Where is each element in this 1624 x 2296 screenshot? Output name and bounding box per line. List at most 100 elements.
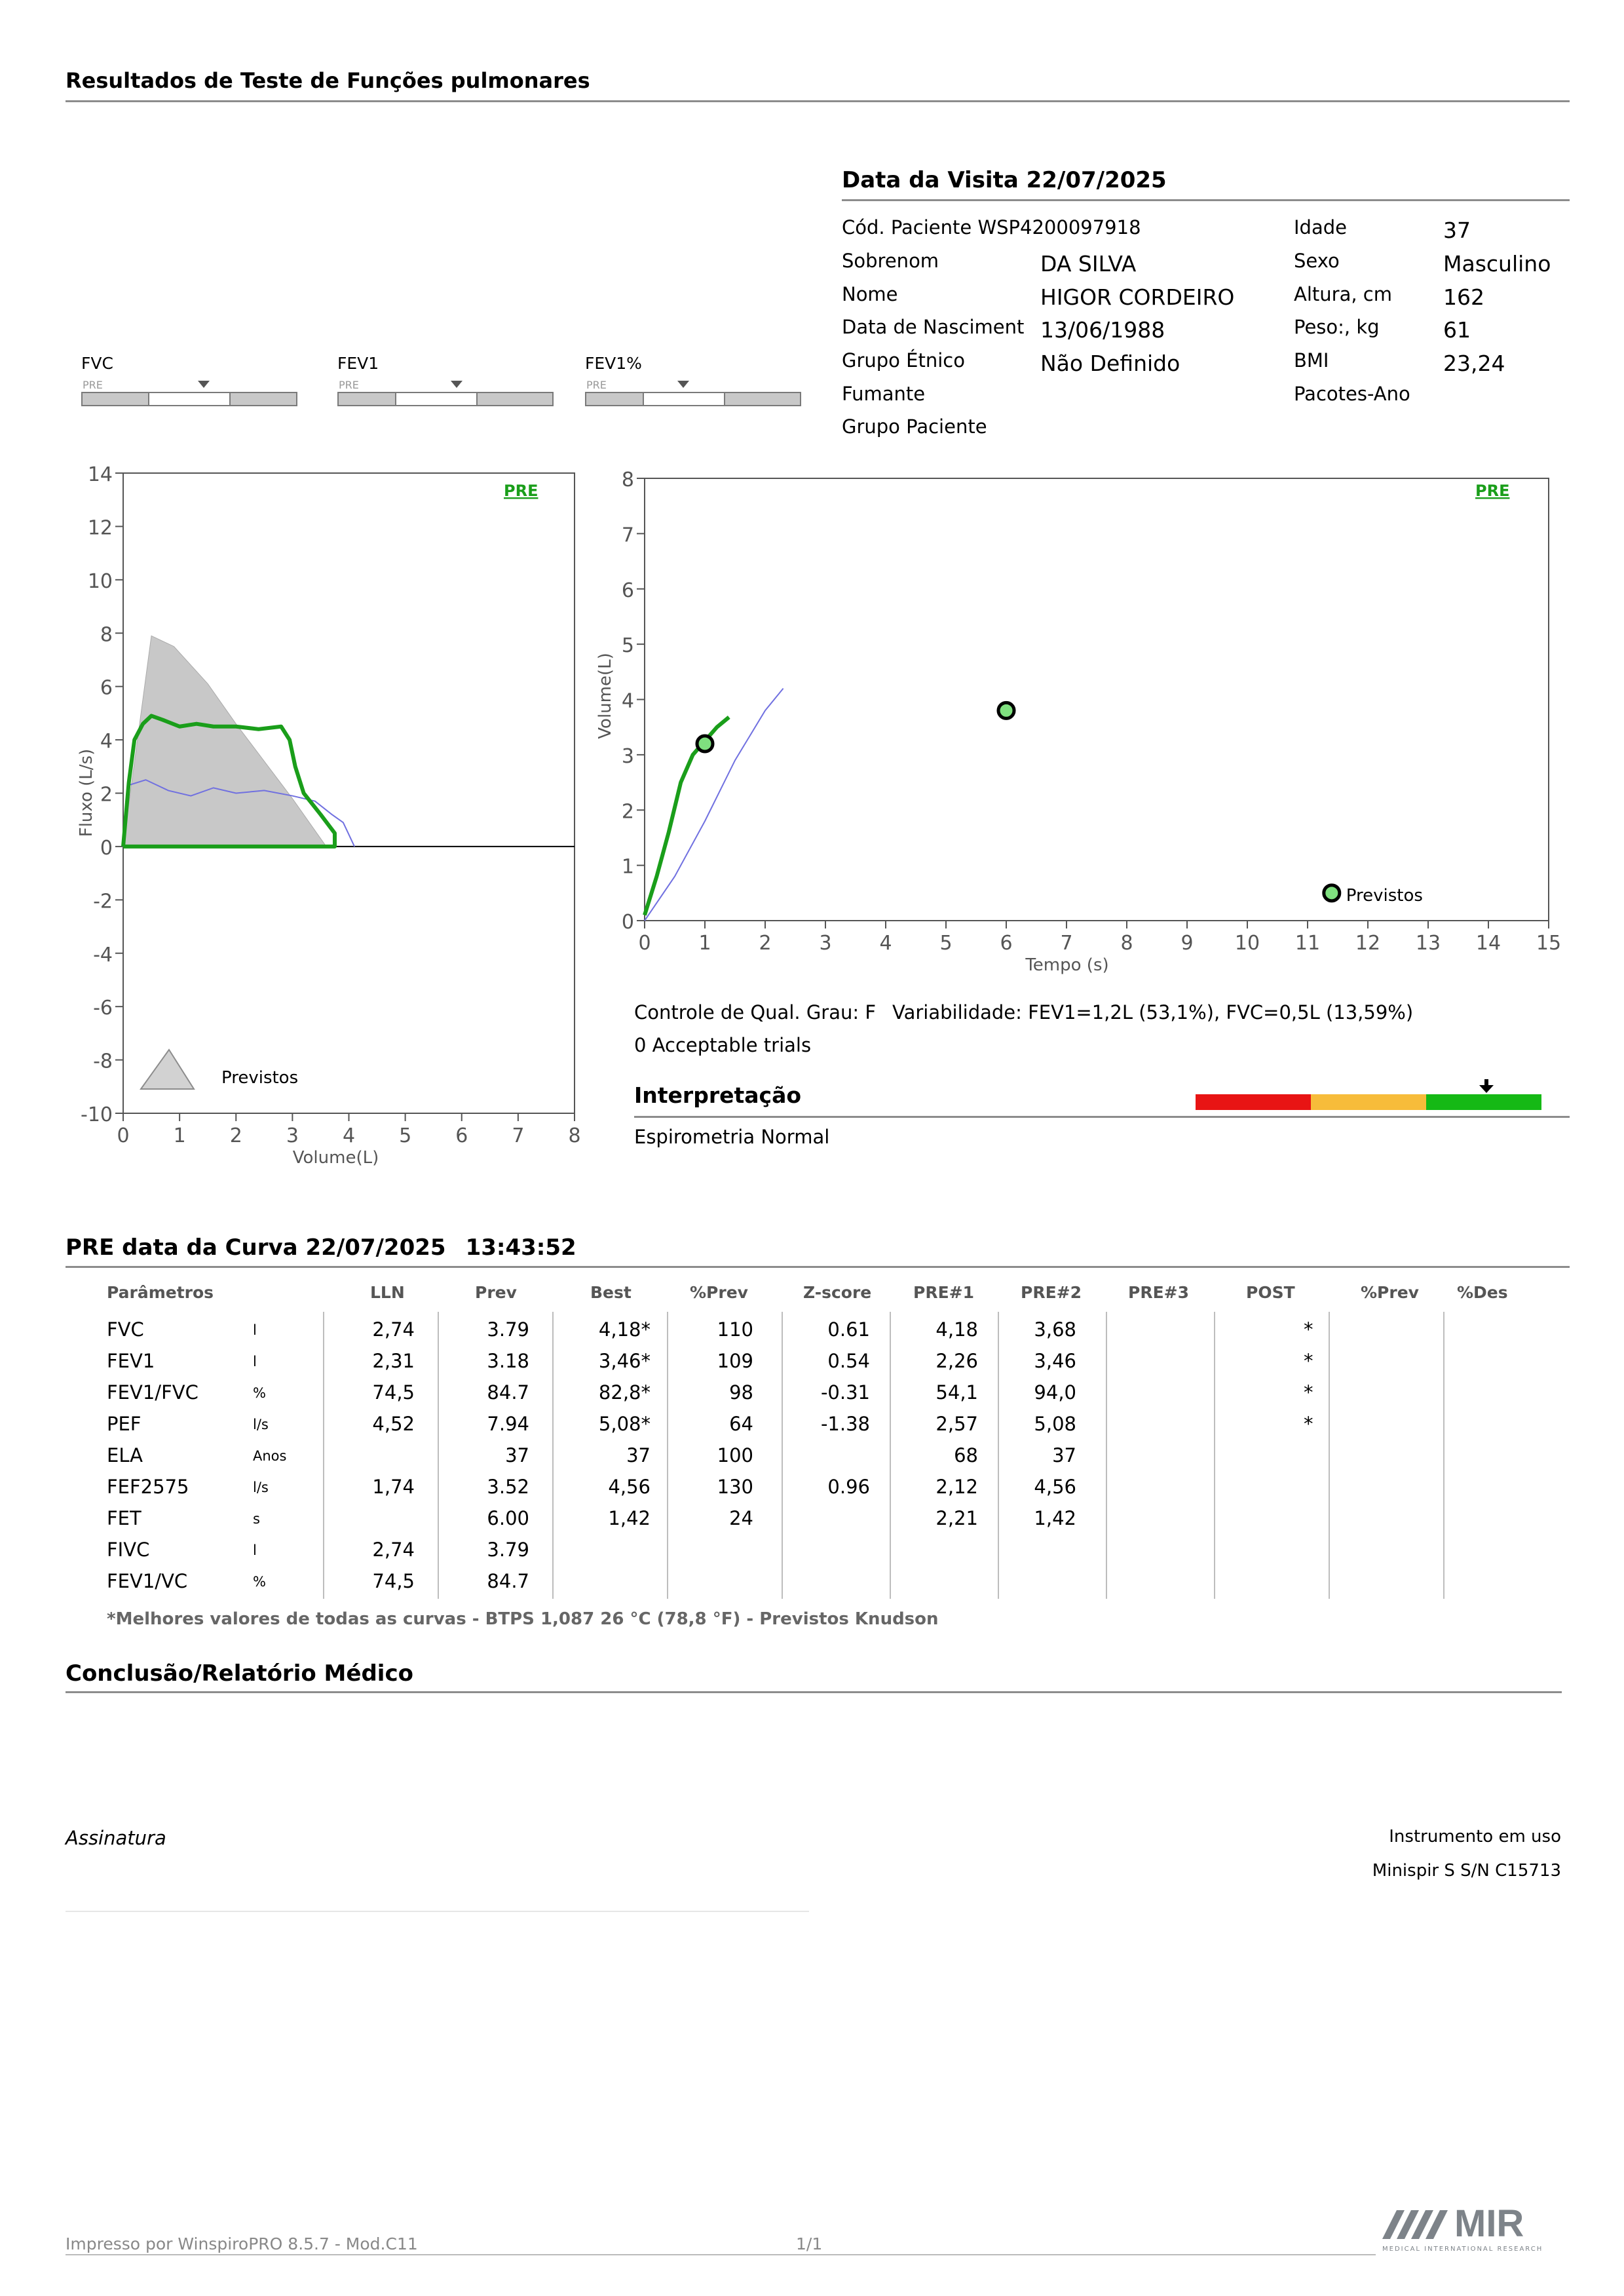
y-axis-label: Volume(L) — [595, 653, 615, 738]
cell-prev: 84.7 — [487, 1381, 529, 1404]
cell-pre2: 3,46 — [1034, 1350, 1076, 1372]
x-tick-label: 7 — [1060, 932, 1072, 955]
x-tick-label: 6 — [455, 1124, 468, 1147]
arrow-down-icon — [1479, 1079, 1494, 1096]
cell-prev: 6.00 — [487, 1507, 529, 1529]
y-tick-label: 4 — [622, 690, 634, 713]
cell-pre2: 37 — [1052, 1444, 1076, 1466]
x-tick-label: 11 — [1295, 932, 1320, 955]
col-header-prev: Prev — [475, 1283, 517, 1302]
x-tick-label: 15 — [1536, 932, 1561, 955]
cell-best: 5,08* — [598, 1413, 651, 1435]
indicator-bar — [337, 392, 554, 406]
y-tick-label: 6 — [100, 677, 113, 700]
cell-z: 0.54 — [827, 1350, 870, 1372]
x-tick-label: 0 — [638, 932, 651, 955]
cell-lln: 1,74 — [372, 1476, 415, 1498]
surname-label: Sobrenom — [842, 250, 939, 272]
cell-post: * — [1304, 1381, 1313, 1404]
indicator-sub: PRE — [339, 379, 359, 391]
best-trial-curve — [121, 714, 337, 849]
cell-pre1: 54,1 — [935, 1381, 978, 1404]
weight-label: Peso:, kg — [1294, 316, 1380, 338]
x-tick-label: 1 — [174, 1124, 186, 1147]
cell-lln: 4,52 — [372, 1413, 415, 1435]
cell-pre2: 4,56 — [1034, 1476, 1076, 1498]
scale-red — [1196, 1094, 1311, 1110]
logo-text: MIR — [1454, 2202, 1524, 2245]
signature-label: Assinatura — [66, 1827, 166, 1849]
indicator-sub: PRE — [586, 379, 607, 391]
height-value: 162 — [1443, 284, 1484, 310]
logo-subtitle: MEDICAL INTERNATIONAL RESEARCH — [1382, 2246, 1543, 2253]
y-tick-label: 3 — [622, 745, 634, 768]
col-header-pre1: PRE#1 — [913, 1283, 974, 1302]
legend-predicted-icon — [140, 1048, 195, 1090]
cell-pprev: 24 — [729, 1507, 753, 1529]
y-tick-label: -4 — [93, 944, 113, 966]
marker-point — [695, 734, 715, 754]
indicator-label: FVC — [81, 354, 113, 373]
y-tick-label: 10 — [88, 570, 113, 593]
x-tick-label: 13 — [1416, 932, 1441, 955]
cell-prev: 3.79 — [487, 1318, 529, 1341]
y-tick-label: 14 — [88, 463, 113, 486]
mir-logo-icon — [1382, 2210, 1448, 2239]
x-tick-label: 8 — [568, 1124, 580, 1147]
scale-yellow — [1311, 1094, 1426, 1110]
param-unit: l — [253, 1322, 257, 1338]
indicator-label: FEV1% — [585, 354, 642, 373]
param-name: FVC — [107, 1318, 144, 1341]
plot-frame — [644, 478, 1549, 921]
param-unit: % — [253, 1574, 266, 1590]
x-tick-label: 0 — [117, 1124, 129, 1147]
cell-post: * — [1304, 1350, 1313, 1372]
param-name: FIVC — [107, 1539, 150, 1561]
marker-point — [996, 700, 1016, 720]
birth-value: 13/06/1988 — [1040, 317, 1165, 343]
packs-label: Pacotes-Ano — [1294, 383, 1410, 405]
cell-prev: 37 — [505, 1444, 529, 1466]
name-label: Nome — [842, 283, 898, 305]
acceptable-trials: 0 Acceptable trials — [634, 1034, 812, 1056]
cell-post: * — [1304, 1413, 1313, 1435]
group-label: Grupo Paciente — [842, 415, 987, 438]
cell-pprev: 100 — [717, 1444, 753, 1466]
curve-date: PRE data da Curva 22/07/2025 — [66, 1234, 446, 1261]
param-unit: Anos — [253, 1448, 287, 1464]
cell-pre2: 94,0 — [1034, 1381, 1076, 1404]
param-name: ELA — [107, 1444, 143, 1466]
patient-code: Cód. Paciente WSP4200097918 — [842, 216, 1141, 239]
y-tick-label: 2 — [622, 800, 634, 823]
cell-best: 82,8* — [598, 1381, 651, 1404]
x-tick-label: 9 — [1180, 932, 1193, 955]
cell-lln: 74,5 — [372, 1570, 415, 1592]
param-unit: % — [253, 1385, 266, 1401]
trial-curve — [644, 687, 784, 921]
instrument-value: Minispir S S/N C15713 — [1372, 1861, 1561, 1881]
cell-pprev: 64 — [729, 1413, 753, 1435]
y-tick-label: 0 — [100, 837, 113, 860]
y-axis-label: Fluxo (L/s) — [77, 749, 96, 837]
sex-value: Masculino — [1443, 251, 1551, 277]
cell-prev: 3.18 — [487, 1350, 529, 1372]
param-name: FET — [107, 1507, 142, 1529]
arrow-down-icon — [198, 381, 210, 388]
cell-pre1: 2,26 — [935, 1350, 978, 1372]
x-tick-label: 6 — [1000, 932, 1012, 955]
cell-prev: 3.79 — [487, 1539, 529, 1561]
indicator-fvc: FVC PRE — [81, 354, 297, 413]
cell-pre1: 2,57 — [935, 1413, 978, 1435]
height-label: Altura, cm — [1294, 283, 1392, 305]
cell-best: 3,46* — [598, 1350, 651, 1372]
cell-pre2: 3,68 — [1034, 1318, 1076, 1341]
cell-pprev: 109 — [717, 1350, 753, 1372]
curve-title: PRE data da Curva 22/07/2025 13:43:52 — [66, 1234, 576, 1261]
curve-time: 13:43:52 — [465, 1234, 576, 1261]
cell-pre2: 5,08 — [1034, 1413, 1076, 1435]
col-header-pprev-post: %Prev — [1361, 1283, 1419, 1302]
x-tick-label: 5 — [939, 932, 952, 955]
variability: Variabilidade: FEV1=1,2L (53,1%), FVC=0,… — [892, 1001, 1414, 1024]
indicator-label: FEV1 — [337, 354, 379, 373]
